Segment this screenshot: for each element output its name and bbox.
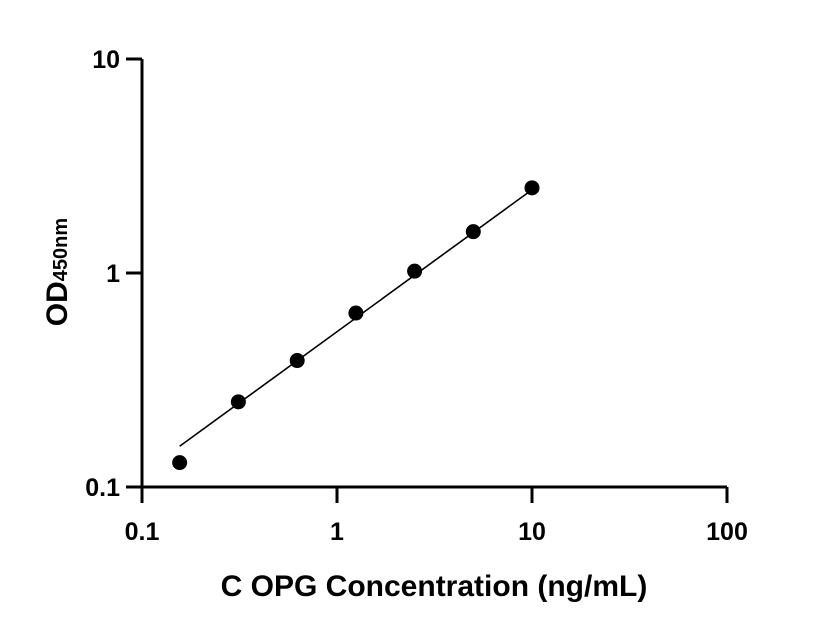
data-point — [230, 394, 246, 410]
x-tick-label: 10 — [518, 518, 546, 546]
ticks — [126, 57, 729, 503]
y-tick-label: 10 — [92, 46, 120, 74]
data-point — [407, 263, 423, 279]
data-point — [524, 180, 540, 196]
data-point — [465, 224, 481, 240]
x-tick-label: 0.1 — [125, 518, 160, 546]
y-axis-title-main: OD — [41, 281, 74, 326]
x-tick-label: 100 — [706, 518, 748, 546]
data-point — [172, 455, 188, 471]
x-tick-label: 1 — [330, 518, 344, 546]
data-point — [289, 353, 305, 369]
tick-labels: 0.1 1 10 100 0.1 1 10 — [85, 46, 748, 546]
y-tick-label: 0.1 — [85, 474, 120, 502]
data-point — [348, 305, 364, 321]
y-tick-label: 1 — [106, 260, 120, 288]
y-axis-title: OD450nm — [41, 218, 74, 326]
axes — [140, 59, 727, 489]
y-axis-title-sub: 450nm — [50, 218, 72, 281]
data-points — [172, 180, 540, 471]
x-axis-title: C OPG Concentration (ng/mL) — [221, 570, 648, 603]
